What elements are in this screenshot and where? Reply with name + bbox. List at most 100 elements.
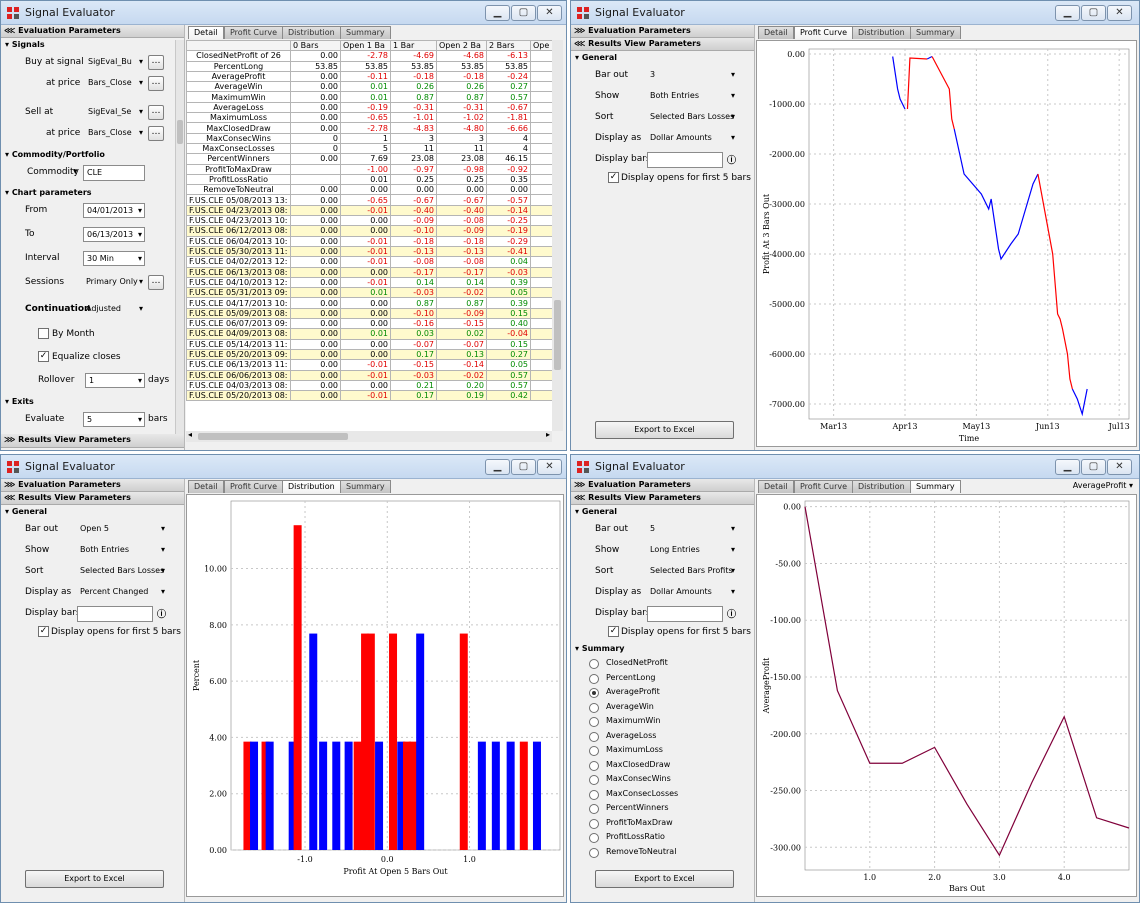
close-button[interactable]: ✕ (1107, 459, 1132, 475)
summary-radio-percentwinners[interactable] (589, 804, 599, 814)
tab-distribution[interactable]: Distribution (282, 480, 341, 493)
tab-profit-curve[interactable]: Profit Curve (794, 26, 854, 39)
table-row[interactable]: ProfitLossRatio 0.01 0.25 0.25 0.35 (186, 173, 552, 186)
table-row[interactable]: F.US.CLE 04/10/2013 12: 0.00 -0.01 0.14 0.14… (186, 276, 552, 289)
exits-group[interactable]: ▾ Exits (5, 397, 34, 406)
export-to-excel-button[interactable]: Export to Excel (595, 421, 734, 439)
maximize-button[interactable]: ▢ (1081, 459, 1106, 475)
table-row[interactable]: MaximumWin 0.00 0.01 0.87 0.87 0.57 (186, 91, 552, 103)
table-row[interactable]: F.US.CLE 06/06/2013 08: 0.00 -0.01 -0.03 -0.… (186, 369, 552, 381)
table-row[interactable]: F.US.CLE 04/09/2013 08: 0.00 0.01 0.03 0.02-… (186, 328, 552, 340)
summary-radio-averageloss[interactable] (589, 731, 599, 742)
table-row[interactable]: ClosedNetProfit of 26 0.00 -2.78 -4.69 -4.68… (186, 50, 552, 62)
info-icon[interactable]: ⓘ (727, 610, 737, 620)
tab-profit-curve[interactable]: Profit Curve (794, 480, 854, 493)
info-icon[interactable]: ⓘ (157, 610, 167, 620)
buy-price-browse-button[interactable]: … (148, 76, 164, 91)
results-view-parameters-header[interactable]: ⋘ Results View Parameters (1, 492, 184, 505)
commodity-dropdown-icon[interactable]: ▾ (73, 167, 78, 177)
bar-out-select[interactable]: 5 (647, 522, 737, 537)
evaluation-parameters-header[interactable]: ⋙ Evaluation Parameters (1, 479, 184, 492)
continuation-select[interactable]: Adjusted (83, 302, 145, 317)
table-row[interactable]: F.US.CLE 05/14/2013 11: 0.00 0.00 -0.07 -0.0… (186, 338, 552, 350)
display-bars-input[interactable] (77, 606, 153, 622)
sort-select[interactable]: Selected Bars Losses (647, 110, 737, 125)
table-row[interactable]: F.US.CLE 05/30/2013 11: 0.00 -0.01 -0.13 -0.… (186, 245, 552, 258)
tab-profit-curve[interactable]: Profit Curve (224, 26, 284, 39)
title-bar[interactable]: Signal Evaluator ▁ ▢ ✕ (1, 455, 566, 479)
sell-signal-browse-button[interactable]: … (148, 105, 164, 120)
summary-radio-maximumwin[interactable] (589, 717, 599, 727)
column-header[interactable]: Open 2 Ba (436, 40, 487, 52)
table-row[interactable]: F.US.CLE 05/20/2013 09: 0.00 0.00 0.17 0.13 0… (186, 348, 552, 361)
rollover-select[interactable]: 1 (85, 373, 145, 388)
to-date-picker[interactable]: 06/13/2013 (83, 227, 145, 242)
table-row[interactable]: AverageProfit 0.00 -0.11 -0.18 -0.18 -0.24 (186, 70, 552, 83)
minimize-button[interactable]: ▁ (1055, 459, 1080, 475)
close-button[interactable]: ✕ (537, 459, 562, 475)
title-bar[interactable]: Signal Evaluator ▁ ▢ ✕ (571, 1, 1139, 25)
table-row[interactable]: MaxConsecLosses 0 5 11 11 4 (186, 142, 552, 155)
title-bar[interactable]: Signal Evaluator ▁ ▢ ✕ (1, 1, 566, 25)
results-view-parameters-header[interactable]: ⋘ Results View Parameters (571, 38, 754, 51)
table-row[interactable]: F.US.CLE 05/31/2013 09: 0.00 0.01 -0.03 -0.0… (186, 287, 552, 299)
minimize-button[interactable]: ▁ (485, 5, 510, 21)
table-row[interactable]: F.US.CLE 06/12/2013 08: 0.00 0.00 -0.10 -0.0… (186, 225, 552, 237)
table-row[interactable]: MaxClosedDraw 0.00 -2.78 -4.83 -4.80 -6.66 (186, 122, 552, 134)
summary-radio-profitlossratio[interactable] (589, 833, 599, 843)
table-row[interactable]: F.US.CLE 04/23/2013 10: 0.00 0.00 -0.09 -0.0… (186, 215, 552, 227)
table-row[interactable]: F.US.CLE 05/20/2013 08: 0.00 -0.01 0.17 0.19… (186, 390, 552, 402)
signals-group[interactable]: ▾ Signals (5, 40, 45, 49)
buy-signal-select[interactable]: SigEval_Bu (85, 55, 145, 70)
sell-price-browse-button[interactable]: … (148, 126, 164, 141)
tab-distribution[interactable]: Distribution (282, 26, 341, 39)
interval-select[interactable]: 30 Min (83, 251, 145, 266)
column-header[interactable]: 1 Bar (390, 40, 437, 52)
info-icon[interactable]: ⓘ (727, 156, 737, 166)
buy-signal-browse-button[interactable]: … (148, 55, 164, 70)
tab-distribution[interactable]: Distribution (852, 26, 911, 39)
title-bar[interactable]: Signal Evaluator ▁ ▢ ✕ (571, 455, 1139, 479)
summary-radio-maxcloseddraw[interactable] (589, 760, 599, 771)
column-header[interactable]: 0 Bars (290, 40, 341, 52)
sell-signal-select[interactable]: SigEval_Se (85, 105, 145, 120)
table-row[interactable]: F.US.CLE 06/13/2013 08: 0.00 0.00 -0.17 -0.1… (186, 266, 552, 278)
display-opens-checkbox[interactable]: ✓ (608, 626, 619, 637)
table-row[interactable]: RemoveToNeutral 0.00 0.00 0.00 0.00 0.00 (186, 184, 552, 196)
tab-summary[interactable]: Summary (910, 480, 961, 493)
table-row[interactable]: F.US.CLE 04/02/2013 12: 0.00 -0.01 -0.08 -0.… (186, 256, 552, 268)
display-as-select[interactable]: Dollar Amounts (647, 585, 737, 600)
close-button[interactable]: ✕ (1107, 5, 1132, 21)
export-to-excel-button[interactable]: Export to Excel (595, 870, 734, 888)
chart-parameters-group[interactable]: ▾ Chart parameters (5, 188, 92, 197)
table-row[interactable]: F.US.CLE 06/04/2013 10: 0.00 -0.01 -0.18 -0.… (186, 235, 552, 247)
tab-summary[interactable]: Summary (340, 26, 391, 39)
table-row[interactable]: PercentLong 53.85 53.85 53.85 53.85 53.85 (186, 60, 552, 72)
commodity-group[interactable]: ▾ Commodity/Portfolio (5, 150, 105, 159)
sessions-browse-button[interactable]: … (148, 275, 164, 290)
table-row[interactable]: F.US.CLE 04/17/2013 10: 0.00 0.00 0.87 0.87 0… (186, 297, 552, 309)
sort-select[interactable]: Selected Bars Profits (647, 564, 737, 579)
column-header[interactable]: Ope (530, 40, 552, 52)
table-row[interactable]: F.US.CLE 04/23/2013 08: 0.00 -0.01 -0.40 -0.… (186, 204, 552, 217)
tab-detail[interactable]: Detail (758, 26, 794, 39)
evaluation-parameters-header[interactable]: ⋙ Evaluation Parameters (571, 479, 754, 492)
table-row[interactable]: MaxConsecWins 0 1 3 3 4 (186, 132, 552, 144)
summary-radio-maximumloss[interactable] (589, 746, 599, 756)
table-row[interactable]: F.US.CLE 05/08/2013 13: 0.00 -0.65 -0.67 -0.… (186, 194, 552, 206)
display-opens-checkbox[interactable]: ✓ (38, 626, 49, 637)
table-row[interactable]: F.US.CLE 04/03/2013 08: 0.00 0.00 0.21 0.20 0… (186, 379, 552, 392)
sell-price-select[interactable]: Bars_Close (85, 126, 145, 141)
summary-radio-averagewin[interactable] (589, 702, 599, 713)
table-vertical-scrollbar[interactable] (552, 40, 563, 431)
show-select[interactable]: Both Entries (77, 543, 167, 558)
buy-price-select[interactable]: Bars_Close (85, 76, 145, 91)
bar-out-select[interactable]: Open 5 (77, 522, 167, 537)
left-panel-scrollbar[interactable] (175, 40, 184, 434)
tab-profit-curve[interactable]: Profit Curve (224, 480, 284, 493)
display-bars-input[interactable] (647, 152, 723, 168)
tab-summary[interactable]: Summary (340, 480, 391, 493)
bar-out-select[interactable]: 3 (647, 68, 737, 83)
maximize-button[interactable]: ▢ (1081, 5, 1106, 21)
display-bars-input[interactable] (647, 606, 723, 622)
